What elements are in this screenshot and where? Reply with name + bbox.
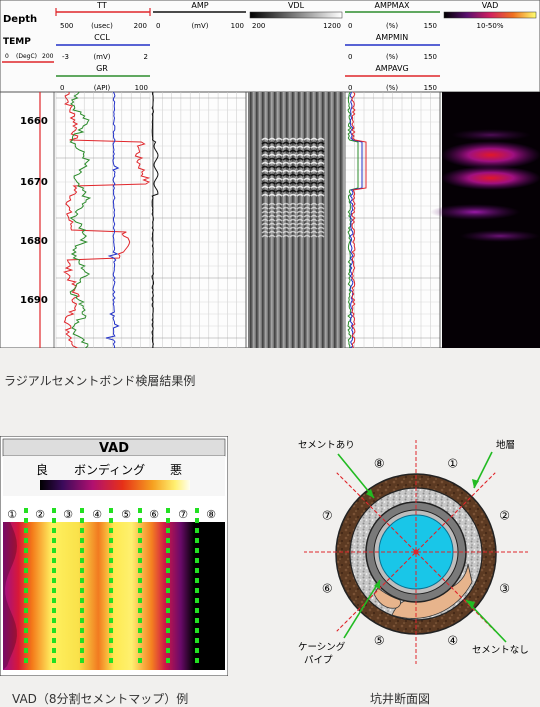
ampavg-scale-min: 0 bbox=[348, 84, 352, 92]
ampmax-scale-max: 150 bbox=[424, 22, 437, 30]
amp-scale-unit: (mV) bbox=[191, 22, 208, 30]
tt-label: TT bbox=[96, 1, 107, 10]
tt-scale-min: 500 bbox=[60, 22, 73, 30]
amp-scale-max: 100 bbox=[231, 22, 244, 30]
temp-scale-unit: (DegC) bbox=[16, 53, 37, 60]
depth-1690: 1690 bbox=[20, 295, 48, 306]
sector-dividers bbox=[304, 440, 528, 664]
vdl-scale-max: 1200 bbox=[323, 22, 341, 30]
vad-sector-4: ④ bbox=[92, 508, 102, 521]
ampavg-scale-unit: (%) bbox=[386, 84, 398, 92]
sector-numbers: ① ② ③ ④ ⑤ ⑥ ⑦ ⑧ bbox=[322, 456, 510, 647]
bonding-label: ボンディング bbox=[74, 462, 145, 477]
vad-sector-dividers bbox=[24, 508, 199, 668]
ccl-scale-unit: (mV) bbox=[93, 53, 110, 61]
vad-sector-7: ⑦ bbox=[178, 508, 188, 521]
log-grid bbox=[55, 92, 441, 348]
vad-sector-labels: ① ② ③ ④ ⑤ ⑥ ⑦ ⑧ bbox=[7, 508, 216, 521]
good-label: 良 bbox=[36, 462, 48, 477]
amp-scale-min: 0 bbox=[156, 22, 160, 30]
tt-scale-unit: (usec) bbox=[91, 22, 113, 30]
vad-sector-1: ① bbox=[7, 508, 17, 521]
borehole-cross-section: ① ② ③ ④ ⑤ ⑥ ⑦ ⑧ セメントあり 地層 セメントなし ケーシング パイプ bbox=[298, 439, 529, 666]
vad-sector-5: ⑤ bbox=[121, 508, 131, 521]
vad-label: VAD bbox=[482, 1, 499, 10]
bore-sector-3: ③ bbox=[499, 582, 510, 596]
bore-sector-6: ⑥ bbox=[322, 582, 333, 596]
vdl-waveform-image bbox=[250, 92, 345, 348]
vad-sector-2: ② bbox=[35, 508, 45, 521]
depth-1660: 1660 bbox=[20, 116, 48, 127]
vdl-scale-min: 200 bbox=[252, 22, 265, 30]
caption-vad: VAD（8分割セメントマップ）例 bbox=[12, 692, 189, 706]
vdl-label: VDL bbox=[288, 1, 305, 10]
bore-sector-5: ⑤ bbox=[374, 634, 385, 648]
vad-map-title: VAD bbox=[99, 441, 129, 456]
vad-sector-8: ⑧ bbox=[206, 508, 216, 521]
label-casing-1: ケーシング bbox=[298, 641, 346, 653]
vad-scale: 10-50% bbox=[477, 22, 504, 30]
depth-1680: 1680 bbox=[20, 236, 48, 247]
ampmax-label: AMPMAX bbox=[374, 1, 410, 10]
ampmax-scale-unit: (%) bbox=[386, 22, 398, 30]
amp-label: AMP bbox=[191, 1, 208, 10]
bore-sector-1: ① bbox=[447, 456, 458, 470]
ampmin-scale-min: 0 bbox=[348, 53, 352, 61]
label-cement-present: セメントあり bbox=[298, 440, 355, 451]
ampmin-scale-unit: (%) bbox=[386, 53, 398, 61]
bore-sector-2: ② bbox=[499, 508, 510, 522]
gr-scale-unit: (API) bbox=[94, 84, 111, 92]
tt-scale-max: 200 bbox=[134, 22, 147, 30]
ccl-scale-min: -3 bbox=[62, 53, 69, 61]
vad-color-scale bbox=[40, 480, 190, 490]
gr-scale-max: 100 bbox=[135, 84, 148, 92]
depth-axis: 1660 1670 1680 1690 bbox=[20, 116, 48, 306]
depth-1670: 1670 bbox=[20, 177, 48, 188]
temp-scale-max: 200 bbox=[42, 53, 54, 60]
ccl-label: CCL bbox=[94, 33, 110, 42]
vad-cement-map: VAD 良 ボンディング 悪 ① ② ③ ④ ⑤ ⑥ ⑦ ⑧ bbox=[0, 436, 228, 676]
log-curves bbox=[63, 91, 367, 348]
ampmin-label: AMPMIN bbox=[376, 33, 408, 42]
temp-label: TEMP bbox=[3, 37, 31, 47]
ampmin-scale-max: 150 bbox=[424, 53, 437, 61]
vad-sector-6: ⑥ bbox=[149, 508, 159, 521]
temp-scale-min: 0 bbox=[5, 53, 9, 60]
label-formation: 地層 bbox=[496, 439, 515, 451]
gr-label: GR bbox=[96, 64, 108, 73]
vad-sector-3: ③ bbox=[63, 508, 73, 521]
bore-sector-7: ⑦ bbox=[322, 508, 333, 522]
bad-label: 悪 bbox=[170, 463, 182, 477]
label-no-cement: セメントなし bbox=[472, 645, 529, 656]
caption-bore: 坑井断面図 bbox=[370, 692, 431, 706]
ccl-scale-max: 2 bbox=[144, 53, 148, 61]
depth-label: Depth bbox=[3, 14, 37, 25]
ampmax-scale-min: 0 bbox=[348, 22, 352, 30]
bore-sector-4: ④ bbox=[447, 634, 458, 648]
label-casing-2: パイプ bbox=[304, 655, 333, 666]
ampavg-scale-max: 150 bbox=[424, 84, 437, 92]
bore-sector-8: ⑧ bbox=[374, 456, 385, 470]
caption-log: ラジアルセメントボンド検層結果例 bbox=[4, 374, 196, 388]
ampavg-label: AMPAVG bbox=[375, 64, 408, 73]
cement-bond-log: Depth TEMP 0 (DegC) 200 TT 500 (usec) 20… bbox=[0, 0, 540, 348]
gr-scale-min: 0 bbox=[60, 84, 64, 92]
